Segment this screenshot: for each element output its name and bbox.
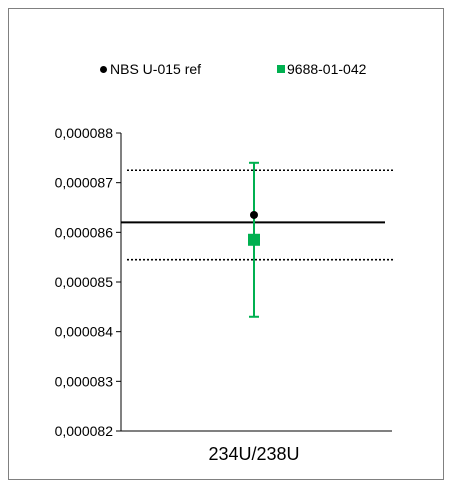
square-marker-icon xyxy=(277,65,285,73)
y-tick-label: 0,000083 xyxy=(55,373,114,389)
y-tick-label: 0,000088 xyxy=(55,125,114,141)
legend-label-sample: 9688-01-042 xyxy=(287,61,367,77)
y-tick-label: 0,000082 xyxy=(55,423,114,439)
legend-item-sample: 9688-01-042 xyxy=(277,61,366,77)
chart-frame: NBS U-015 ref 9688-01-042 xyxy=(8,8,444,480)
y-tick-label: 0,000084 xyxy=(55,324,114,340)
y-tick-label: 0,000087 xyxy=(55,175,114,191)
data-point-sample xyxy=(248,233,260,246)
y-tick-label: 0,000085 xyxy=(55,274,114,290)
circle-marker-icon xyxy=(100,65,107,73)
y-tick-label: 0,000086 xyxy=(55,224,114,240)
legend: NBS U-015 ref 9688-01-042 xyxy=(9,61,443,85)
x-category-label: 234U/238U xyxy=(208,444,299,464)
legend-label-ref: NBS U-015 ref xyxy=(110,61,202,77)
data-point-ref xyxy=(250,210,258,219)
legend-item-ref: NBS U-015 ref xyxy=(100,61,201,77)
